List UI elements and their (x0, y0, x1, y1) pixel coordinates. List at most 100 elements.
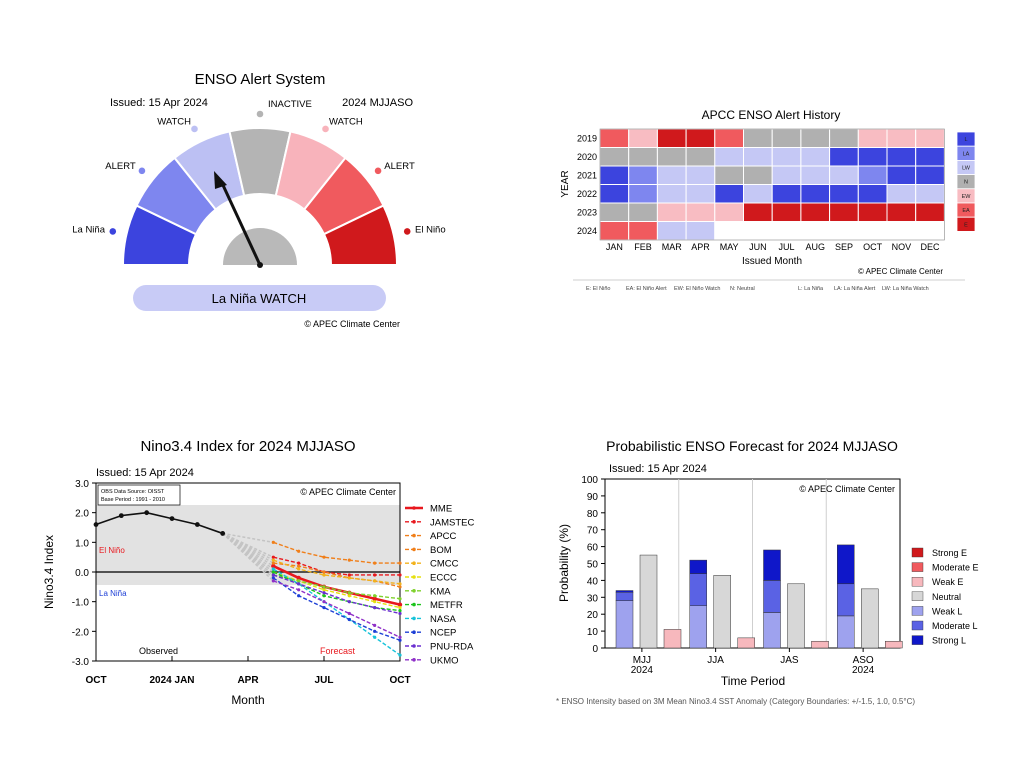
history-legend-code: EW (962, 194, 972, 200)
nino-series-point (297, 567, 301, 571)
prob-bar-neutral (787, 583, 805, 649)
nino-model-legend: MME JAMSTEC APCC BOM CMCC ECCC KMA METFR NASA NCE… (405, 504, 474, 666)
nino-connector (222, 532, 274, 582)
history-cell (714, 202, 744, 222)
nino-series-point (296, 575, 301, 581)
history-cell (656, 221, 687, 241)
nino-legend-marker (412, 575, 416, 579)
nino-series-line (273, 556, 400, 576)
nino-connector (222, 532, 274, 558)
history-month-label: DEC (921, 242, 941, 252)
prob-x-tick-label: JJA (707, 655, 724, 666)
gauge-level-dot (109, 228, 117, 235)
nino-y-ticks: 3.0 2.0 1.0 0.0 -1.0 -2.0 -3.0 (72, 479, 96, 668)
history-year-label: 2023 (577, 207, 597, 217)
history-cell (800, 202, 831, 222)
history-cell (857, 165, 888, 185)
history-cell (628, 202, 658, 222)
nino34-index-chart: Nino3.4 Index for 2024 MJJASO Issued: 15… (42, 438, 474, 707)
nino-y-tick-label: 3.0 (75, 479, 89, 490)
history-cell (829, 221, 859, 241)
nino-y-tick-label: 0.0 (75, 568, 89, 579)
history-cell (886, 221, 917, 241)
history-cell (743, 221, 773, 241)
nino-series-point (271, 576, 275, 580)
nino-legend-label: PNU-RDA (430, 642, 474, 653)
history-cell (800, 184, 831, 204)
gauge-level-label: INACTIVE (268, 99, 312, 110)
history-code-note: LA: La Niña Alert (834, 286, 876, 292)
prob-y-tick-label: 70 (587, 526, 599, 537)
history-cell (857, 202, 888, 222)
history-cell (771, 184, 802, 204)
nino-series-point (372, 596, 377, 601)
prob-bar-la-nina (837, 544, 855, 585)
nino-x-tick-label: OCT (389, 675, 410, 686)
history-cell (656, 202, 687, 222)
nino-series-point (271, 579, 275, 583)
prob-x-tick-label: 2024 (631, 665, 654, 676)
history-cell (915, 165, 945, 185)
history-cell (771, 147, 802, 167)
history-cell (915, 147, 945, 167)
history-code-note: N: Neutral (730, 286, 755, 292)
history-month-label: FEB (634, 242, 652, 252)
history-cell (886, 128, 917, 148)
prob-bar-la-nina (689, 573, 707, 607)
nino-legend-label: JAMSTEC (430, 517, 474, 528)
history-legend-code: EA (962, 208, 970, 214)
prob-bar-el-nino (737, 637, 755, 649)
prob-legend-label: Moderate E (932, 563, 979, 573)
gauge-hub (223, 228, 297, 265)
nino-legend-label: NASA (430, 614, 457, 625)
prob-bar-la-nina (763, 549, 781, 581)
history-year-label: 2022 (577, 189, 597, 199)
nino-series-point (347, 617, 351, 622)
prob-legend-swatch (911, 562, 924, 572)
nino-legend-label: ECCC (430, 573, 457, 584)
prob-legend-swatch (911, 577, 924, 587)
nino-series-point (347, 573, 351, 577)
history-cell (771, 202, 802, 222)
history-cell (829, 165, 859, 185)
history-legend-swatch (956, 216, 976, 232)
nino-series-point (398, 611, 402, 616)
prob-legend-label: Strong E (932, 548, 967, 558)
history-cell (628, 165, 658, 185)
history-cell (599, 165, 630, 185)
prob-y-tick-label: 50 (587, 560, 599, 571)
nino-observed-point (220, 531, 226, 536)
nino-series-point (297, 579, 301, 583)
history-cells (599, 128, 945, 241)
prob-ylabel: Probability (%) (557, 524, 571, 602)
probabilistic-forecast-chart: Probabilistic ENSO Forecast for 2024 MJJ… (556, 438, 979, 706)
history-month-label: MAR (662, 242, 683, 252)
nino-legend-label: CMCC (430, 559, 459, 570)
history-cell (599, 221, 630, 241)
nino-title: Nino3.4 Index for 2024 MJJASO (140, 438, 355, 455)
prob-bar-neutral (639, 554, 658, 649)
history-cell (714, 128, 744, 148)
history-cell (628, 184, 658, 204)
nino-series-point (398, 638, 402, 642)
history-cell (743, 184, 773, 204)
nino-connector (222, 532, 274, 570)
nino-legend-label: UKMO (430, 655, 459, 666)
history-month-label: JUN (749, 242, 767, 252)
nino-observed-point (169, 516, 175, 521)
history-month-label: AUG (805, 242, 825, 252)
nino-source-line1: OBS Data Source: OISST (101, 489, 165, 495)
nino-series-point (398, 608, 402, 613)
history-cell (857, 147, 888, 167)
prob-y-tick-label: 0 (592, 644, 598, 655)
history-legend-code: L (964, 137, 967, 143)
nino-series-point (398, 582, 402, 586)
history-code-legend: E: El Niño EA: El Niño Alert EW: El Niño W… (586, 286, 929, 292)
needle-arrowhead (214, 171, 227, 189)
history-cell (800, 128, 831, 148)
nino-series-point (322, 600, 326, 604)
prob-title: Probabilistic ENSO Forecast for 2024 MJJ… (606, 438, 898, 454)
history-cell (685, 128, 716, 148)
prob-bar-la-nina (837, 583, 855, 617)
nino-el-nino-label: El Niño (99, 546, 125, 555)
